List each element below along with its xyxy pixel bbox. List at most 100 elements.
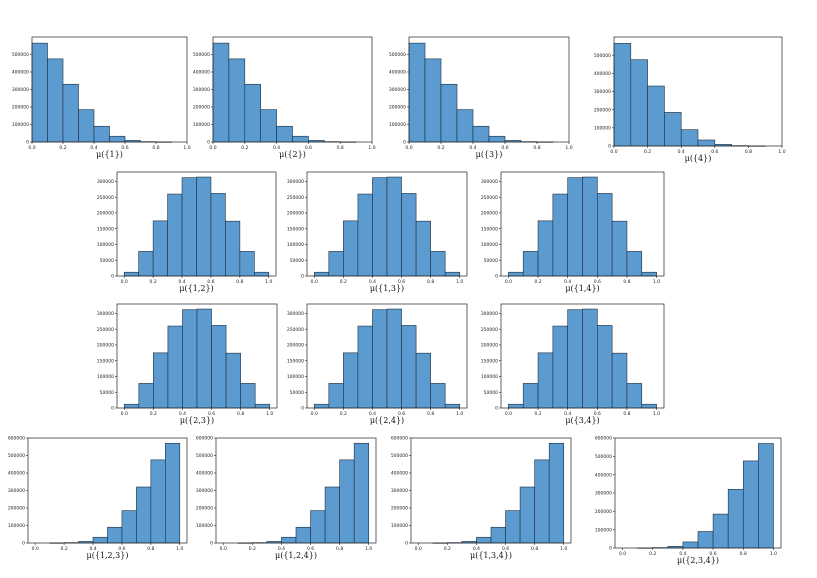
histogram-chart-7: 0.0 0.2 0.4 0.6 0.8 1.0 0 50000 100000 150000 2000… (97, 303, 278, 425)
y-tick-label: 300000 (97, 311, 114, 317)
x-tick-label: 0.6 (207, 279, 214, 285)
y-tick-label: 300000 (287, 179, 304, 185)
y-tick-label: 0 (207, 140, 210, 146)
y-tick-label: 50000 (290, 258, 304, 264)
y-tick-label: 200000 (391, 506, 408, 512)
x-tick-label: 0.4 (369, 279, 376, 285)
y-tick-label: 150000 (287, 226, 304, 232)
histogram-bar (519, 486, 535, 544)
histogram-bar (123, 271, 139, 277)
histogram-bar (611, 352, 628, 409)
histogram-bar (727, 489, 744, 549)
histogram-bar (401, 193, 417, 277)
x-tick-label: 0.0 (121, 279, 128, 285)
y-tick-label: 500000 (391, 453, 408, 459)
histogram-bar (138, 251, 154, 277)
y-tick-label: 100000 (196, 523, 213, 529)
x-tick-label: 0.4 (90, 145, 97, 151)
y-tick-label: 250000 (97, 195, 114, 201)
x-tick-label: 0.0 (405, 145, 412, 151)
histogram-bar (107, 526, 123, 544)
y-tick-label: 0 (22, 541, 25, 547)
y-tick-label: 100000 (193, 122, 210, 128)
y-tick-label: 250000 (481, 327, 498, 333)
x-tick-label: 1.0 (565, 145, 572, 151)
y-tick-label: 150000 (97, 226, 114, 232)
x-tick-label: 0.6 (502, 546, 509, 552)
y-tick-label: 250000 (287, 195, 304, 201)
histogram-bar (136, 486, 152, 544)
histogram-bar (225, 220, 241, 277)
histogram-bar (339, 459, 355, 544)
y-tick-label: 100000 (8, 523, 25, 529)
histogram-bar (313, 271, 330, 277)
y-tick-label: 400000 (389, 70, 406, 76)
histogram-bar (92, 536, 108, 544)
x-axis-label: μ({1}) (96, 150, 123, 159)
histogram-bar (712, 513, 729, 549)
x-tick-label: 0.0 (415, 546, 422, 552)
y-tick-label: 500000 (594, 53, 611, 59)
y-tick-label: 300000 (12, 87, 29, 93)
histogram-bar (196, 176, 212, 277)
y-tick-label: 150000 (97, 358, 114, 364)
y-tick-label: 200000 (12, 105, 29, 111)
histogram-bar (372, 177, 388, 277)
x-tick-label: 0.6 (305, 145, 312, 151)
x-tick-label: 0.8 (337, 145, 344, 151)
y-tick-label: 200000 (8, 506, 25, 512)
histogram-bar (254, 403, 271, 409)
histogram-bar (440, 83, 458, 143)
y-tick-label: 500000 (193, 52, 210, 58)
histogram-bar (647, 85, 665, 147)
x-tick-label: 0.0 (619, 551, 626, 557)
y-tick-label: 200000 (389, 105, 406, 111)
y-tick-label: 0 (301, 406, 304, 412)
x-tick-label: 0.4 (564, 279, 571, 285)
x-tick-label: 0.4 (278, 546, 285, 552)
y-tick-label: 500000 (8, 453, 25, 459)
y-tick-label: 400000 (594, 71, 611, 77)
histogram-bar (488, 135, 506, 143)
x-tick-label: 0.4 (178, 279, 185, 285)
x-tick-label: 0.2 (249, 546, 256, 552)
y-tick-label: 100000 (481, 374, 498, 380)
y-tick-label: 300000 (287, 311, 304, 317)
histogram-bar (281, 536, 297, 544)
x-tick-label: 0.0 (311, 411, 318, 417)
histogram-bar (597, 325, 613, 409)
x-axis-label: μ({1,2,4}) (275, 551, 317, 560)
y-tick-label: 100000 (12, 122, 29, 128)
histogram-bar (626, 383, 643, 409)
histogram-chart-5: 0.0 0.2 0.4 0.6 0.8 1.0 0 50000 100000 150000 2000… (287, 171, 468, 293)
x-tick-label: 0.8 (427, 279, 434, 285)
y-tick-label: 50000 (484, 258, 498, 264)
y-tick-label: 0 (495, 274, 498, 280)
histogram-bar (476, 536, 492, 544)
histogram-bar (182, 309, 198, 409)
x-tick-label: 0.0 (505, 411, 512, 417)
y-tick-label: 500000 (595, 454, 612, 460)
x-tick-label: 0.2 (437, 145, 444, 151)
histogram-bar (225, 352, 241, 409)
histogram-chart-6: 0.0 0.2 0.4 0.6 0.8 1.0 0 50000 100000 150000 2000… (481, 171, 665, 293)
histogram-bar (353, 442, 370, 544)
histogram-bar (212, 42, 230, 143)
x-tick-label: 0.4 (179, 411, 186, 417)
y-tick-label: 300000 (389, 87, 406, 93)
histogram-bar (313, 403, 330, 409)
x-tick-label: 0.0 (32, 546, 39, 552)
histogram-chart-9: 0.0 0.2 0.4 0.6 0.8 1.0 0 50000 100000 150000 2000… (481, 303, 665, 425)
histogram-bar (210, 193, 226, 277)
y-tick-label: 0 (495, 406, 498, 412)
x-tick-label: 0.8 (533, 145, 540, 151)
histogram-bar (630, 59, 648, 147)
x-tick-label: 1.0 (770, 551, 777, 557)
histogram-chart-11: 0.0 0.2 0.4 0.6 0.8 1.0 0 100000 200000 300000 400… (196, 436, 377, 560)
histogram-bar (582, 308, 598, 409)
x-tick-label: 1.0 (265, 279, 272, 285)
histogram-bar (697, 531, 714, 549)
x-tick-label: 0.6 (121, 145, 128, 151)
x-tick-label: 0.2 (150, 411, 157, 417)
